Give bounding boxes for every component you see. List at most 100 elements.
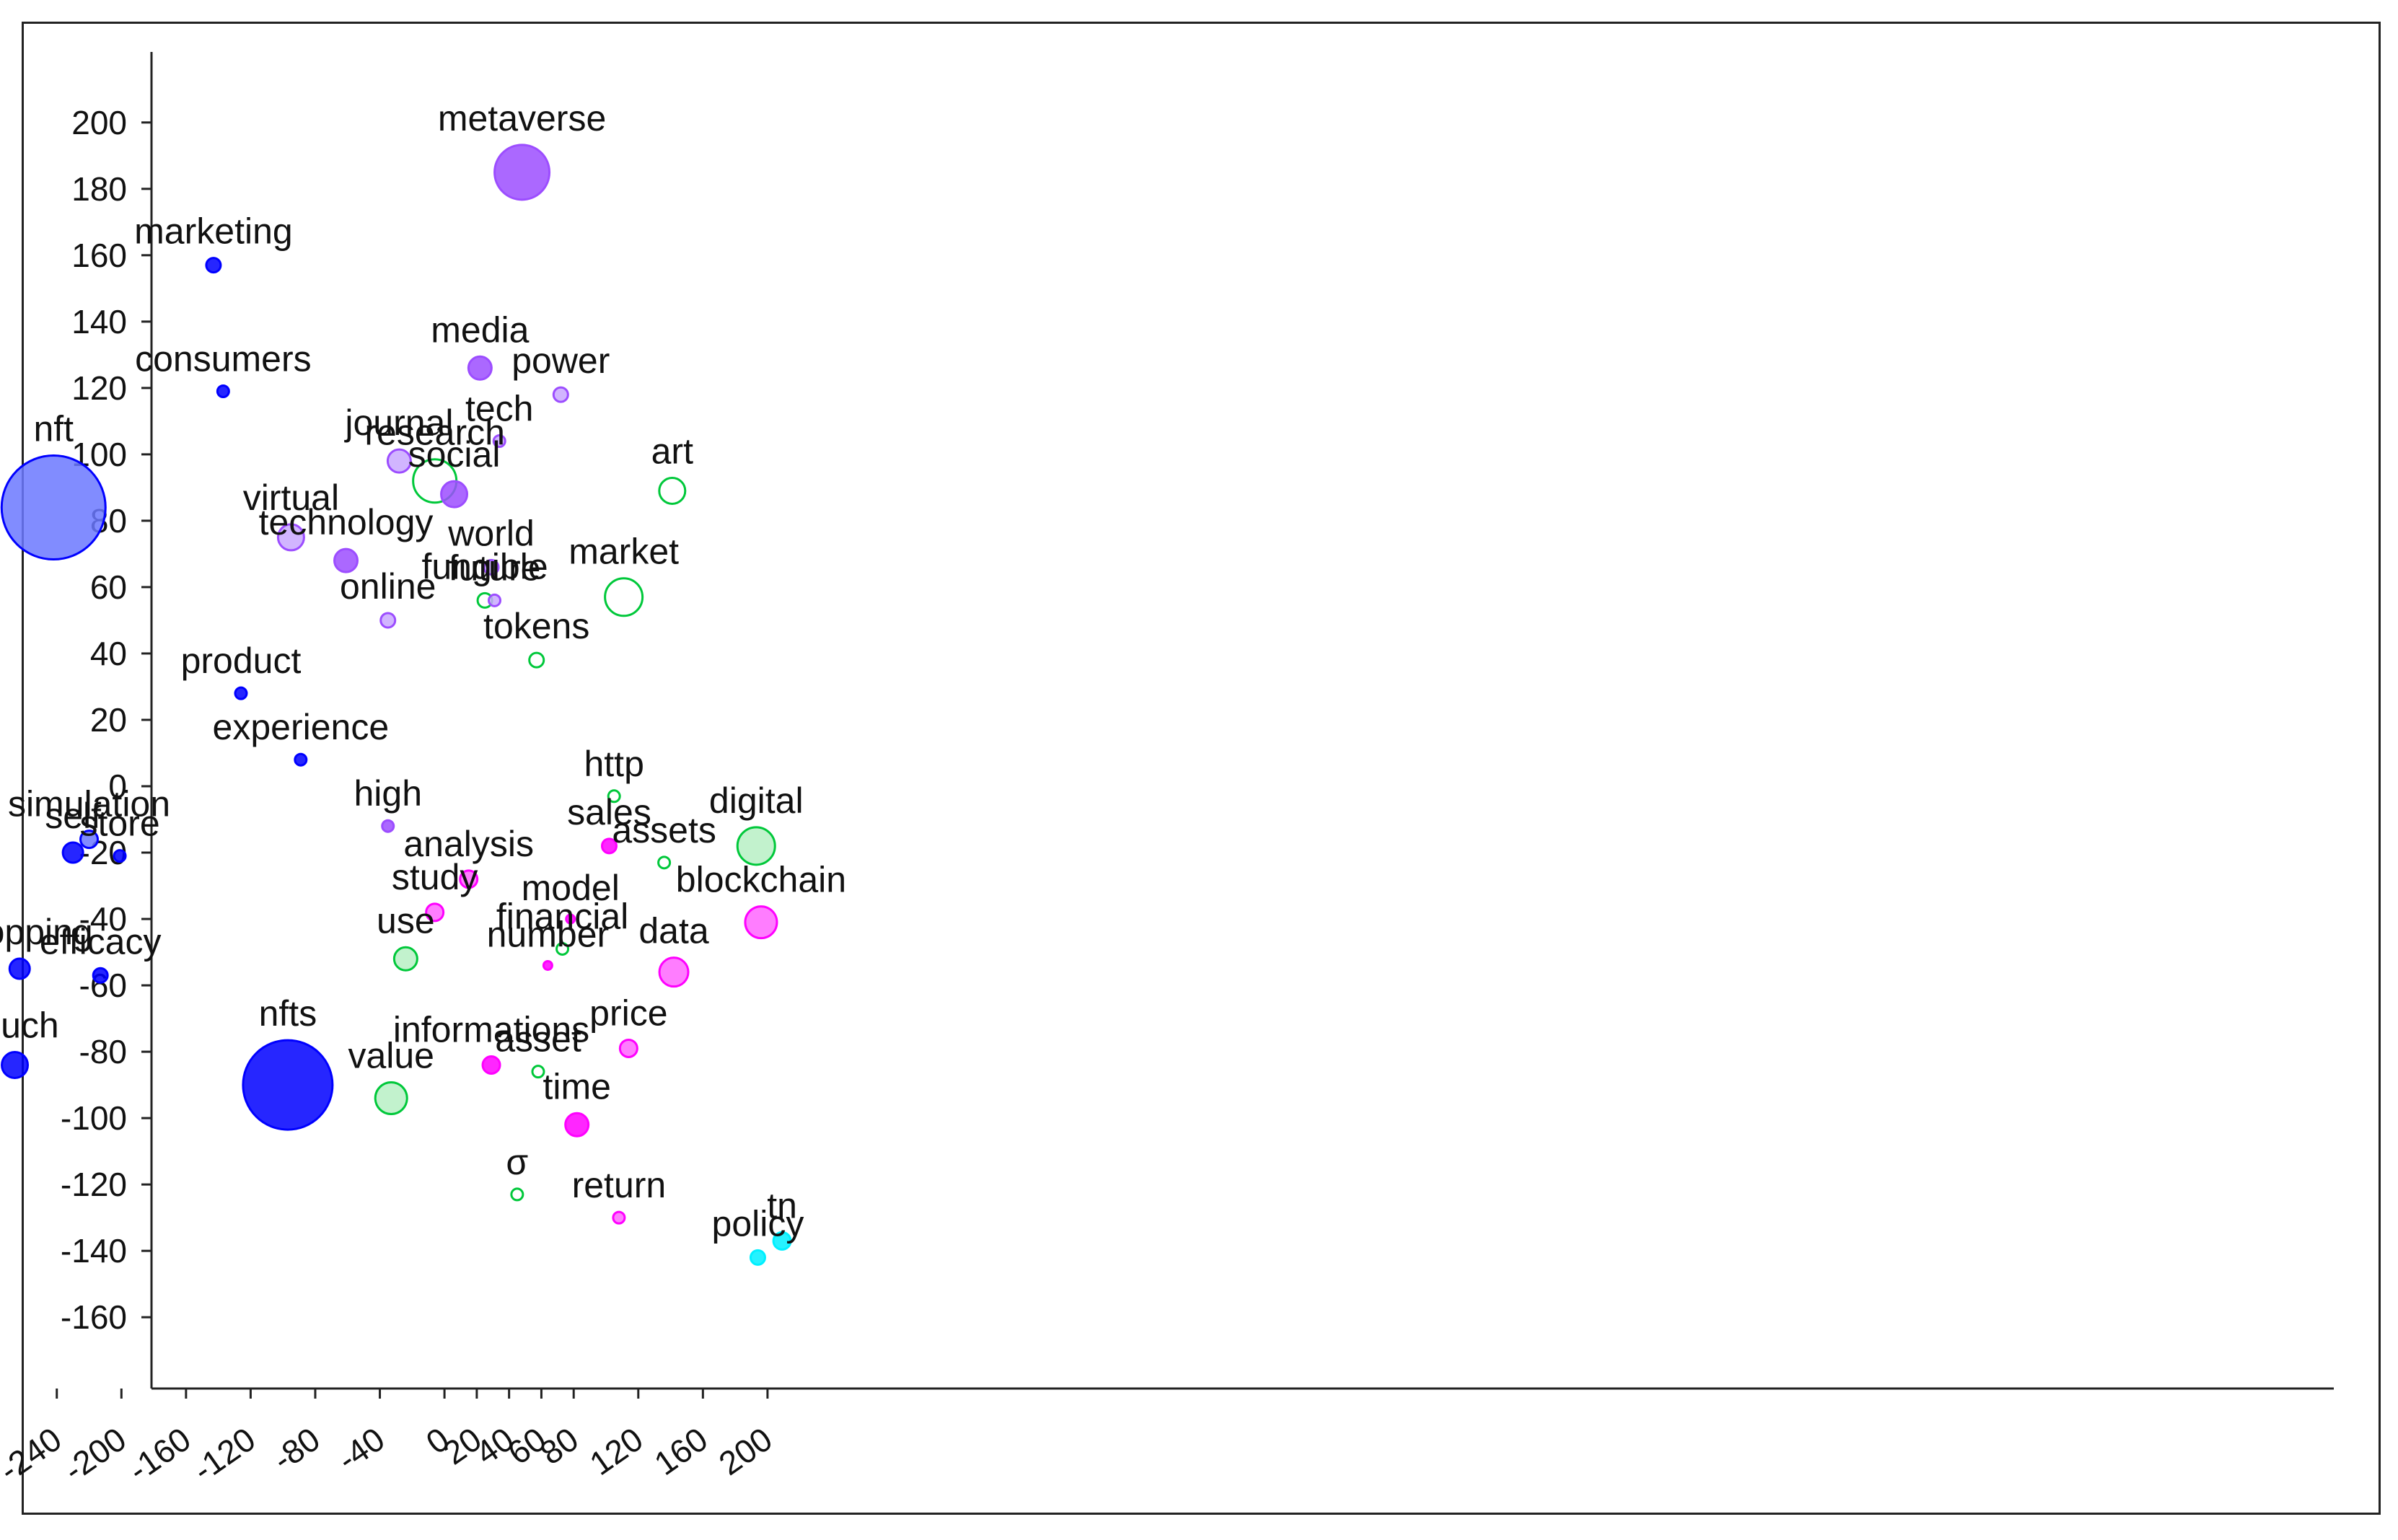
point-simulation <box>79 830 100 850</box>
label-tokens: tokens <box>483 606 589 646</box>
label-virtual: virtual <box>243 478 339 518</box>
point-number <box>542 959 553 971</box>
x-tick-label: -120 <box>186 1420 262 1489</box>
point-online <box>379 612 397 629</box>
point-product <box>234 686 248 700</box>
point-study <box>425 902 445 923</box>
x-tick-label: 120 <box>583 1420 650 1483</box>
x-tick-label: -40 <box>330 1420 391 1479</box>
point-return <box>612 1210 626 1225</box>
label-nfts: nfts <box>259 993 317 1034</box>
data-points <box>0 144 792 1266</box>
label-market: market <box>568 532 679 572</box>
label-simulation: simulation <box>8 784 170 824</box>
label-study: study <box>392 857 478 897</box>
point-analysis <box>459 869 479 889</box>
label-journal: journal <box>343 402 453 443</box>
point-consumers <box>216 384 230 398</box>
y-tick-label: -120 <box>61 1166 127 1203</box>
label-experience: experience <box>213 707 390 747</box>
y-tick-label: 20 <box>90 701 127 739</box>
point-world <box>483 558 500 576</box>
point-metaverse <box>493 144 551 201</box>
point-shopping <box>8 957 31 980</box>
point-tech <box>492 434 506 448</box>
label-consumers: consumers <box>135 338 312 379</box>
point-blockchain <box>744 905 778 940</box>
y-tick-label: -100 <box>61 1099 127 1137</box>
x-tick-label: -240 <box>0 1420 68 1489</box>
point-self <box>61 841 84 864</box>
x-tick-label: -200 <box>57 1420 133 1489</box>
label-social: social <box>408 434 501 475</box>
point-price <box>618 1038 638 1058</box>
label-informations: informations <box>393 1009 589 1050</box>
point-marketing <box>205 257 222 274</box>
point-nft <box>0 454 107 561</box>
y-tick-label: 140 <box>71 303 127 340</box>
y-tick-label: 160 <box>71 237 127 274</box>
point-value <box>374 1081 408 1115</box>
point-virtual <box>276 523 305 552</box>
label-data: data <box>638 911 709 951</box>
label-shopping: shopping <box>0 912 93 952</box>
y-tick-label: 180 <box>71 170 127 208</box>
point-touch <box>1 1050 30 1079</box>
label-future: future <box>449 547 541 588</box>
point-power <box>552 386 569 403</box>
y-tick-label: 0 <box>108 767 127 805</box>
label-technology: technology <box>259 502 434 542</box>
label-analysis: analysis <box>403 824 534 864</box>
point-experience <box>294 752 308 767</box>
point-digital <box>736 826 776 866</box>
point-market <box>604 577 644 617</box>
label-sales: sales <box>567 792 651 832</box>
label-model: model <box>522 868 620 908</box>
label-price: price <box>589 993 667 1033</box>
label-tech: tech <box>465 388 534 428</box>
x-tick-label: -80 <box>265 1420 326 1479</box>
point-asset <box>531 1065 545 1079</box>
label-financial: financial <box>496 896 628 936</box>
label-number: number <box>487 914 610 954</box>
point-labels: nft nfts marketing consumers product experien… <box>0 98 846 1244</box>
x-tick-label: 160 <box>647 1420 714 1483</box>
label-nft: nft <box>33 409 74 449</box>
label-assets: assets <box>612 810 716 850</box>
y-axis-ticks: 200180160140120100806040200-20-40-60-80-… <box>61 104 151 1336</box>
axes <box>150 52 2334 1390</box>
label-efficacy: efficacy <box>40 921 162 962</box>
point-technology <box>333 547 359 573</box>
label-product: product <box>181 641 302 681</box>
x-axis-ticks: -280-240-200-160-120 -80 -40 02040608012016… <box>0 1389 779 1489</box>
y-tick-label: -40 <box>79 900 127 938</box>
label-use: use <box>377 900 435 941</box>
y-tick-label: -140 <box>61 1232 127 1270</box>
label-high: high <box>353 773 422 814</box>
label-fungible: fungible <box>421 546 548 586</box>
point-art <box>658 477 687 506</box>
label-self: self <box>45 796 101 836</box>
point-σ <box>510 1187 524 1202</box>
y-tick-label: 40 <box>90 635 127 672</box>
label-research: research <box>364 413 505 453</box>
point-nfts <box>242 1039 334 1131</box>
point-model <box>565 913 576 925</box>
point-time <box>564 1112 590 1138</box>
x-tick-label: 80 <box>533 1420 585 1472</box>
label-σ: σ <box>506 1142 528 1182</box>
point-data <box>658 956 690 988</box>
label-online: online <box>340 566 436 607</box>
label-tn: tn <box>767 1185 797 1226</box>
label-http: http <box>584 744 644 784</box>
point-efficacy <box>92 967 109 984</box>
point-future <box>488 593 502 607</box>
y-tick-label: 60 <box>90 568 127 606</box>
chart-frame <box>22 22 2381 1515</box>
y-tick-label: 200 <box>71 104 127 141</box>
label-touch: touch <box>0 1005 59 1045</box>
label-media: media <box>431 309 529 350</box>
label-time: time <box>543 1066 610 1106</box>
label-value: value <box>348 1035 434 1075</box>
